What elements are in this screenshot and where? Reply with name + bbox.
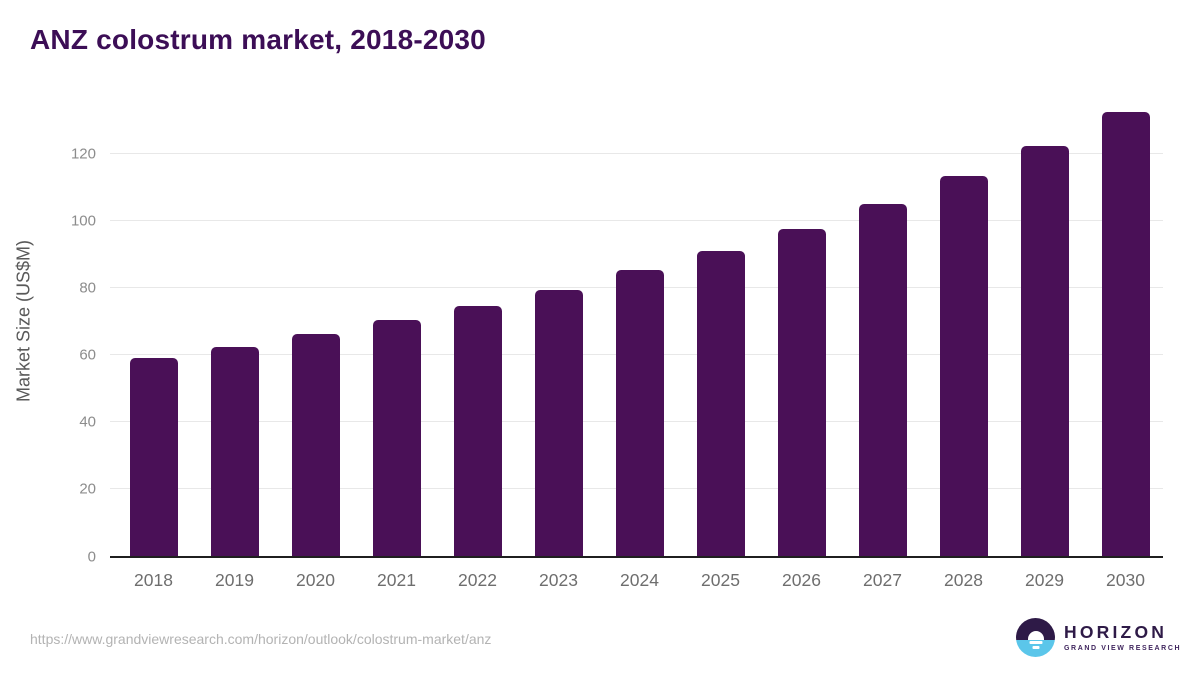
gridline [110, 152, 1163, 154]
bar-2030 [1101, 111, 1150, 556]
y-tick-label: 80 [79, 279, 96, 297]
horizon-sun-icon [1016, 618, 1055, 657]
bar-2027 [858, 204, 907, 556]
chart-title: ANZ colostrum market, 2018-2030 [30, 24, 486, 55]
bar-2019 [210, 346, 259, 556]
logo-name: HORIZON [1064, 622, 1168, 643]
x-tick-label: 2030 [1106, 570, 1145, 590]
horizon-logo: HORIZON GRAND VIEW RESEARCH [1016, 618, 1181, 657]
x-tick-label: 2019 [215, 570, 254, 590]
y-tick-label: 0 [87, 548, 96, 566]
x-tick-label: 2020 [296, 570, 335, 590]
bar-2025 [696, 250, 745, 556]
x-tick-label: 2018 [134, 570, 173, 590]
y-tick-label: 120 [70, 145, 96, 163]
bar-chart-plot-area: 0 20 40 60 80 100 120 2018 2019 2020 2021 2022 2023 2… [71, 100, 1163, 590]
y-tick-label: 60 [79, 346, 96, 364]
bar-2029 [1020, 145, 1069, 556]
y-axis-title: Market Size (US$M) [13, 239, 34, 403]
x-tick-label: 2023 [539, 570, 578, 590]
bar-2023 [534, 289, 583, 556]
bar-2020 [291, 334, 340, 556]
bar-2026 [777, 228, 826, 556]
x-tick-label: 2028 [944, 570, 983, 590]
x-tick-label: 2024 [620, 570, 659, 590]
y-tick-label: 20 [79, 480, 96, 498]
x-tick-label: 2026 [782, 570, 821, 590]
x-tick-label: 2027 [863, 570, 902, 590]
gridline [110, 219, 1163, 221]
bar-2024 [615, 270, 664, 556]
y-tick-label: 40 [79, 413, 96, 431]
x-tick-label: 2021 [377, 570, 416, 590]
source-url: https://www.grandviewresearch.com/horizo… [30, 631, 492, 647]
bar-2028 [939, 176, 988, 556]
x-tick-label: 2025 [701, 570, 740, 590]
y-tick-label: 100 [70, 212, 96, 230]
x-tick-label: 2022 [458, 570, 497, 590]
logo-subtitle: GRAND VIEW RESEARCH [1064, 644, 1182, 652]
bar-2021 [372, 320, 421, 556]
bar-2022 [453, 305, 502, 556]
bar-2018 [129, 357, 178, 556]
x-tick-label: 2029 [1025, 570, 1064, 590]
